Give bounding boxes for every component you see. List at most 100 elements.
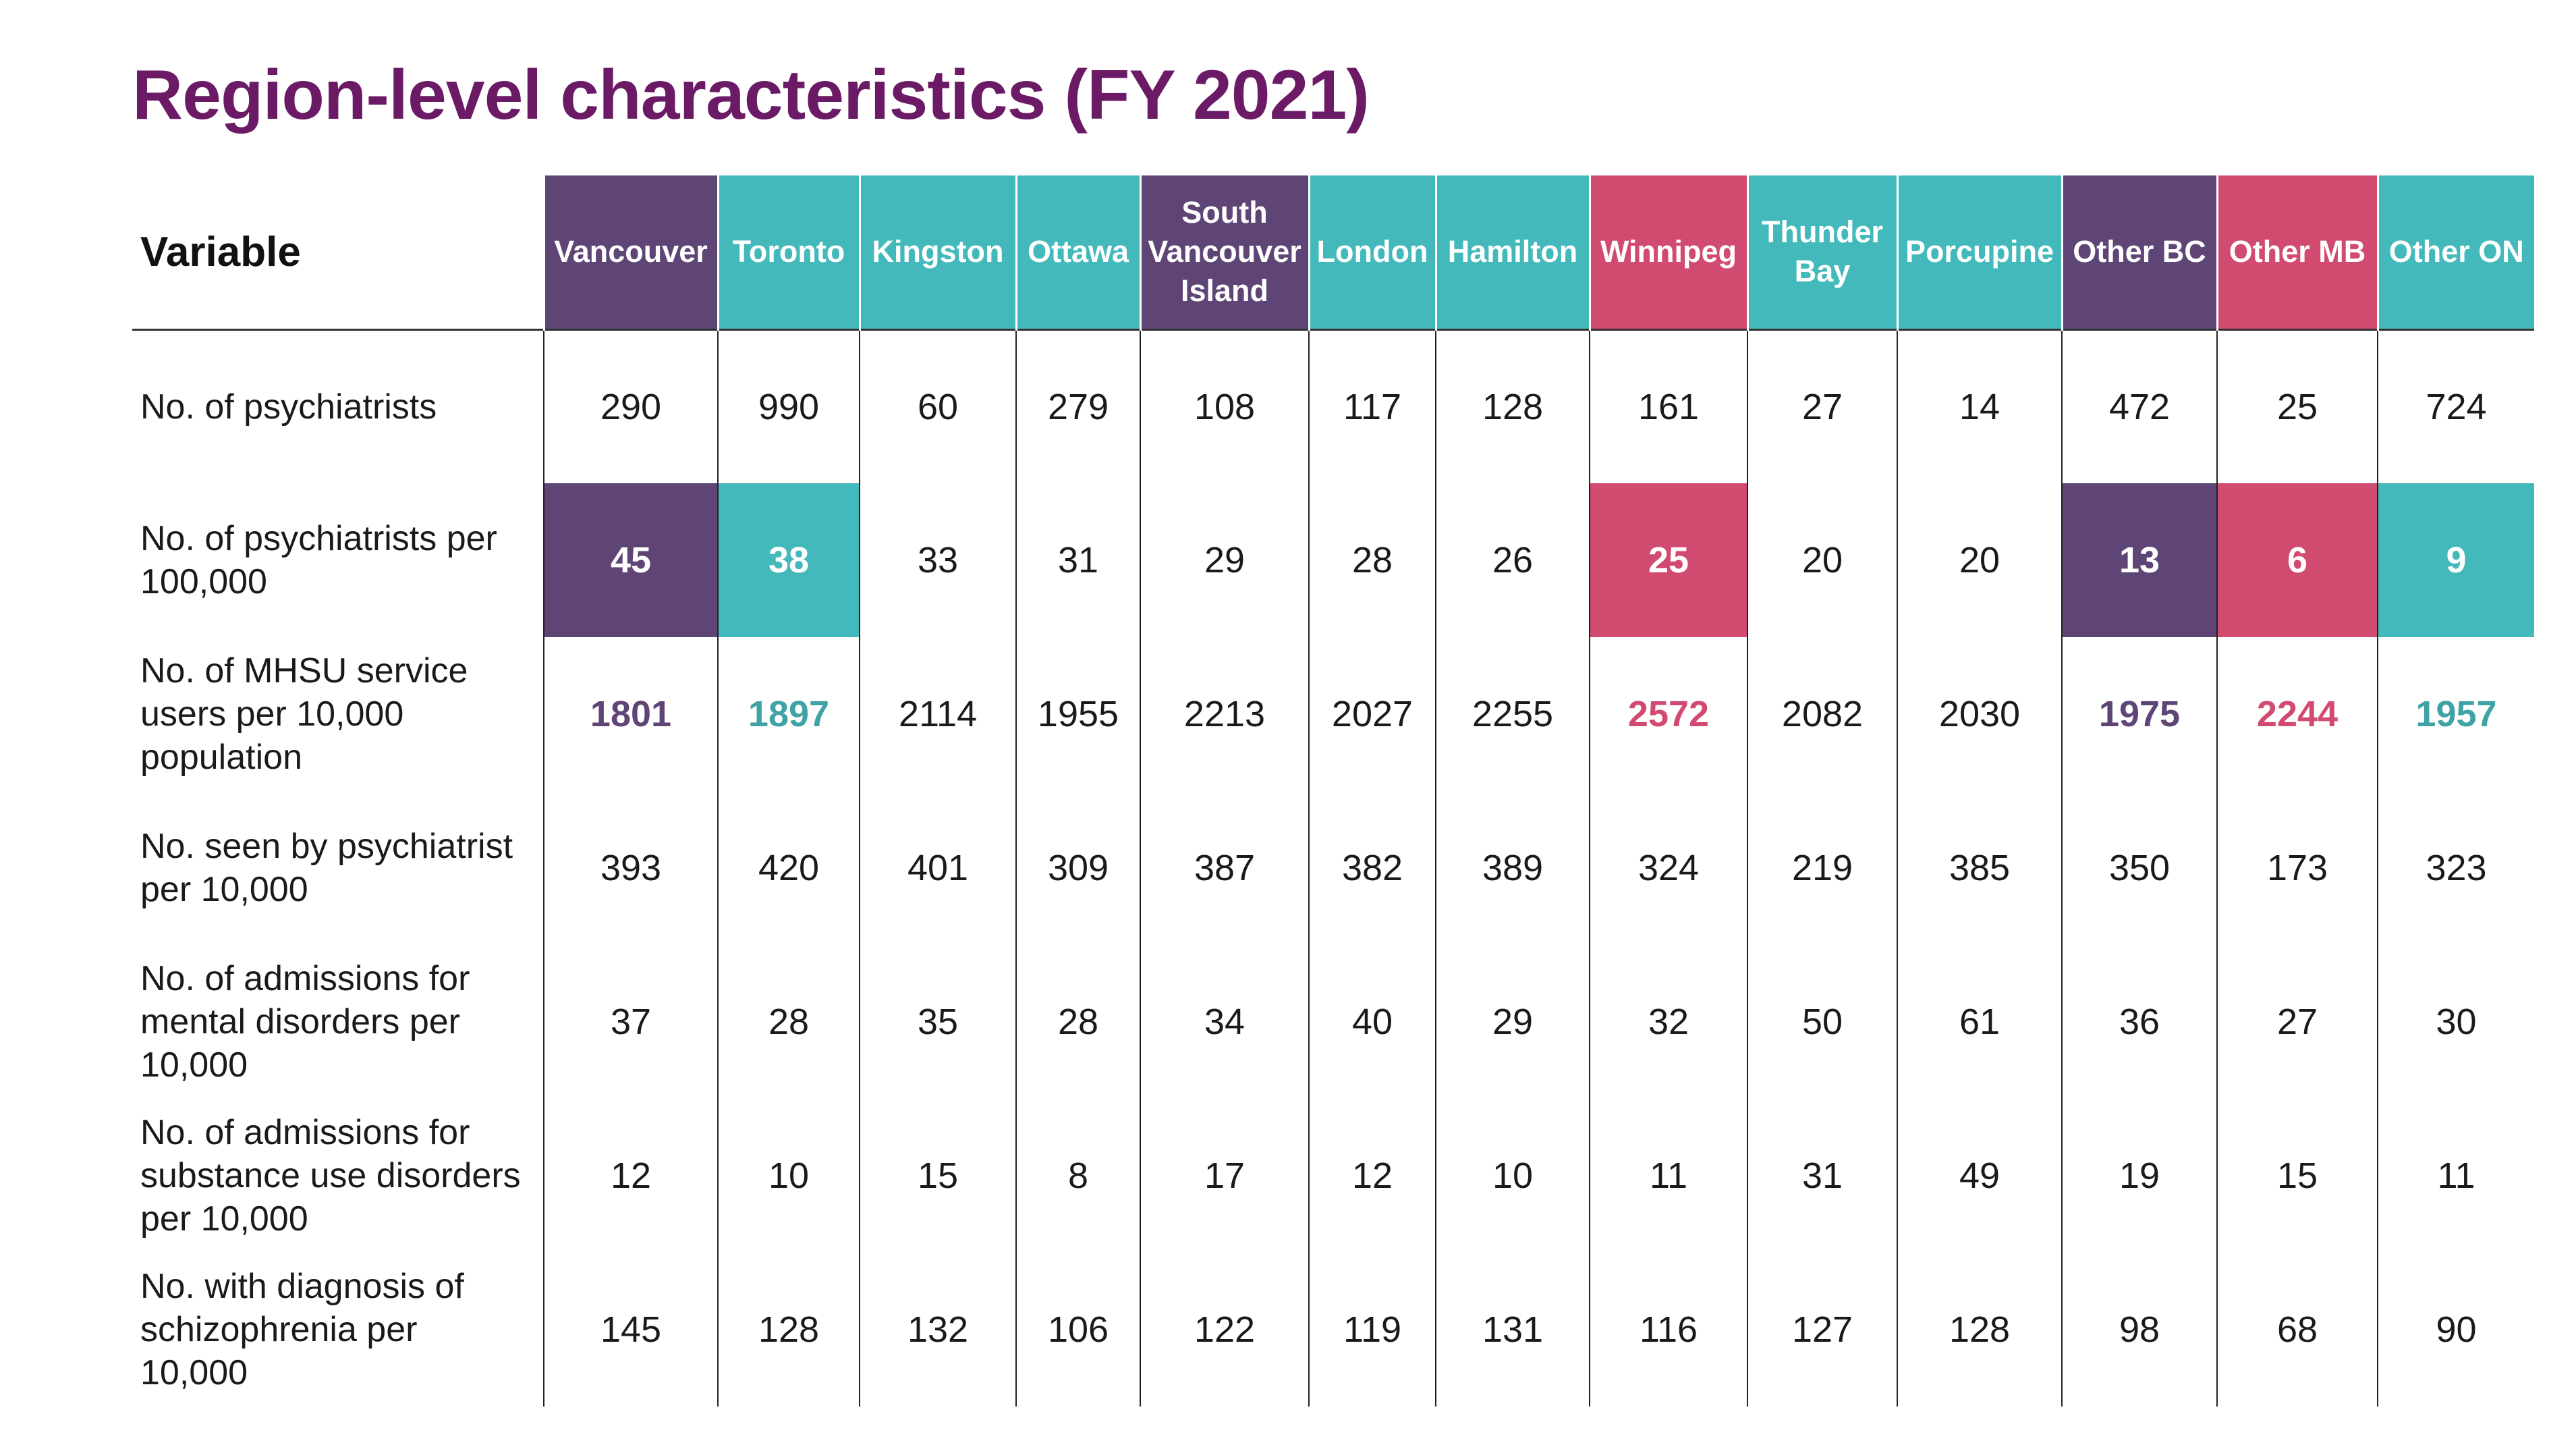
column-header-other-bc: Other BC: [2061, 175, 2217, 329]
table-cell: 350: [2061, 791, 2217, 945]
table-cell: 472: [2061, 329, 2217, 483]
column-header-porcupine: Porcupine: [1896, 175, 2062, 329]
table-cell: 8: [1015, 1099, 1140, 1253]
table-cell: 387: [1140, 791, 1309, 945]
table-cell: 279: [1015, 329, 1140, 483]
table-cell: 323: [2377, 791, 2534, 945]
table-cell: 27: [2216, 945, 2378, 1099]
table-cell: 28: [717, 945, 860, 1099]
table-cell: 106: [1015, 1253, 1140, 1407]
table-row: No. of admissions for substance use diso…: [132, 1099, 2534, 1253]
table-cell: 290: [543, 329, 718, 483]
table-cell: 119: [1308, 1253, 1436, 1407]
column-header-hamilton: Hamilton: [1434, 175, 1590, 329]
table-cell: 34: [1140, 945, 1309, 1099]
row-label: No. of admissions for mental disorders p…: [140, 959, 470, 1085]
row-label: No. of psychiatrists per 100,000: [140, 519, 497, 601]
table-cell: 382: [1308, 791, 1436, 945]
table-cell: 145: [543, 1253, 718, 1407]
table-cell: 14: [1897, 329, 2062, 483]
table-cell: 1957: [2377, 637, 2534, 791]
table-cell: 40: [1308, 945, 1436, 1099]
variable-column-header: Variable: [140, 228, 301, 275]
table-cell: 50: [1747, 945, 1897, 1099]
table-cell: 1955: [1015, 637, 1140, 791]
table-cell: 60: [859, 329, 1016, 483]
table-cell: 15: [2216, 1099, 2378, 1253]
table-cell: 2114: [859, 637, 1016, 791]
table-cell: 131: [1435, 1253, 1590, 1407]
column-header-winnipeg: Winnipeg: [1588, 175, 1747, 329]
table-cell: 2027: [1308, 637, 1436, 791]
table-cell: 20: [1747, 483, 1897, 637]
row-label: No. of psychiatrists: [140, 387, 437, 427]
table-cell: 31: [1747, 1099, 1897, 1253]
table-cell: 11: [2377, 1099, 2534, 1253]
column-header-toronto: Toronto: [717, 175, 860, 329]
table-cell: 37: [543, 945, 718, 1099]
column-header-vancouver: Vancouver: [542, 175, 718, 329]
table-cell: 9: [2377, 483, 2534, 637]
table-cell: 20: [1897, 483, 2062, 637]
table-cell: 1801: [543, 637, 718, 791]
column-header-london: London: [1308, 175, 1436, 329]
table-cell: 12: [543, 1099, 718, 1253]
column-header-south-vancouver-island: South Vancouver Island: [1139, 175, 1309, 329]
table-cell: 49: [1897, 1099, 2062, 1253]
table-cell: 108: [1140, 329, 1309, 483]
row-label: No. seen by psychiatrist per 10,000: [140, 827, 513, 909]
table-cell: 128: [717, 1253, 860, 1407]
table-cell: 393: [543, 791, 718, 945]
column-header-other-on: Other ON: [2376, 175, 2534, 329]
table-cell: 990: [717, 329, 860, 483]
page-title: Region-level characteristics (FY 2021): [132, 56, 1370, 134]
table-row: No. of psychiatrists 290 990 60 279 108 117 128…: [132, 329, 2534, 483]
table-cell: 28: [1308, 483, 1436, 637]
table-row: No. with diagnosis of schizophrenia per …: [132, 1253, 2534, 1407]
table-cell: 33: [859, 483, 1016, 637]
table-row: No. of admissions for mental disorders p…: [132, 945, 2534, 1099]
column-header-other-mb: Other MB: [2216, 175, 2378, 329]
table-row: No. of MHSU service users per 10,000 pop…: [132, 637, 2534, 791]
table-cell: 2030: [1897, 637, 2062, 791]
table-cell: 61: [1897, 945, 2062, 1099]
table-cell: 25: [2216, 329, 2378, 483]
table-cell: 15: [859, 1099, 1016, 1253]
table-row: No. seen by psychiatrist per 10,000 393 42…: [132, 791, 2534, 945]
table-cell: 29: [1435, 945, 1590, 1099]
table-cell: 17: [1140, 1099, 1309, 1253]
table-cell: 161: [1589, 329, 1747, 483]
table-cell: 11: [1589, 1099, 1747, 1253]
table-cell: 98: [2061, 1253, 2217, 1407]
table-cell: 19: [2061, 1099, 2217, 1253]
table-cell: 32: [1589, 945, 1747, 1099]
table-cell: 1897: [717, 637, 860, 791]
table-cell: 132: [859, 1253, 1016, 1407]
table-cell: 13: [2061, 483, 2217, 637]
table-cell: 28: [1015, 945, 1140, 1099]
table-cell: 389: [1435, 791, 1590, 945]
table-cell: 122: [1140, 1253, 1309, 1407]
table-body: No. of psychiatrists 290 990 60 279 108 117 128…: [132, 329, 2534, 1407]
table-cell: 90: [2377, 1253, 2534, 1407]
table-cell: 2082: [1747, 637, 1897, 791]
table-cell: 117: [1308, 329, 1436, 483]
table-cell: 2572: [1589, 637, 1747, 791]
table-cell: 25: [1589, 483, 1747, 637]
table-cell: 385: [1897, 791, 2062, 945]
table-row: No. of psychiatrists per 100,000 45 38 33 31…: [132, 483, 2534, 637]
table-cell: 1975: [2061, 637, 2217, 791]
table-cell: 30: [2377, 945, 2534, 1099]
table-cell: 27: [1747, 329, 1897, 483]
table-cell: 128: [1897, 1253, 2062, 1407]
column-header-ottawa: Ottawa: [1015, 175, 1140, 329]
table-header-row: Variable Vancouver Toronto Kingston Ottawa S…: [132, 175, 2534, 329]
table-cell: 6: [2216, 483, 2378, 637]
table-cell: 38: [717, 483, 860, 637]
table-cell: 2213: [1140, 637, 1309, 791]
row-label: No. of MHSU service users per 10,000 pop…: [140, 651, 468, 777]
table-cell: 219: [1747, 791, 1897, 945]
table-cell: 309: [1015, 791, 1140, 945]
row-label: No. with diagnosis of schizophrenia per …: [140, 1267, 464, 1392]
table-cell: 10: [717, 1099, 860, 1253]
